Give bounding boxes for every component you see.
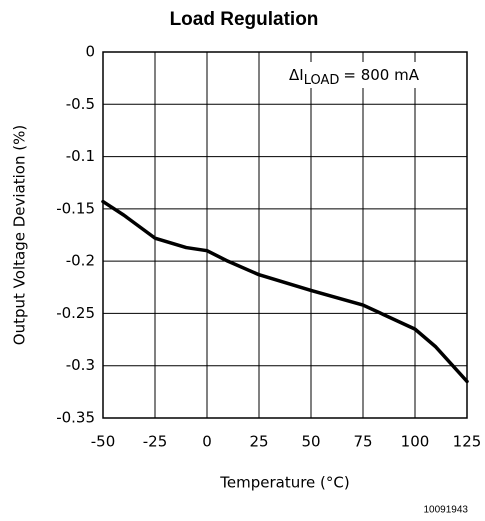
- y-tick-label: -0.25: [56, 304, 95, 322]
- chart-title: Load Regulation: [170, 9, 319, 30]
- y-tick-label: -0.15: [56, 199, 95, 217]
- y-tick-label: -0.5: [66, 95, 95, 113]
- annotation-main: ΔI: [289, 66, 304, 84]
- annotation-subscript: LOAD: [304, 73, 340, 88]
- figure-id: 10091943: [424, 505, 469, 516]
- x-tick-label: 75: [353, 433, 372, 451]
- y-axis-label: Output Voltage Deviation (%): [11, 125, 29, 345]
- annotation-bg: [285, 62, 457, 88]
- y-tick-label: 0: [85, 43, 95, 61]
- plot-frame: [102, 51, 468, 419]
- x-tick-label: 100: [401, 433, 430, 451]
- x-tick-label: 0: [202, 433, 212, 451]
- y-tick-label: -0.35: [56, 409, 95, 427]
- x-tick-label: -50: [91, 433, 116, 451]
- y-tick-label: -0.2: [66, 252, 95, 270]
- data-line: [101, 199, 469, 384]
- annotation: ΔILOAD = 800 mA: [289, 66, 420, 88]
- y-tick-label: -0.1: [66, 147, 95, 165]
- annotation-value: = 800 mA: [343, 66, 419, 84]
- x-tick-label: -25: [143, 433, 168, 451]
- x-axis-label: Temperature (°C): [219, 474, 349, 492]
- x-tick-label: 25: [249, 433, 268, 451]
- x-tick-label: 50: [301, 433, 320, 451]
- y-tick-label: -0.3: [66, 356, 95, 374]
- x-tick-label: 125: [453, 433, 482, 451]
